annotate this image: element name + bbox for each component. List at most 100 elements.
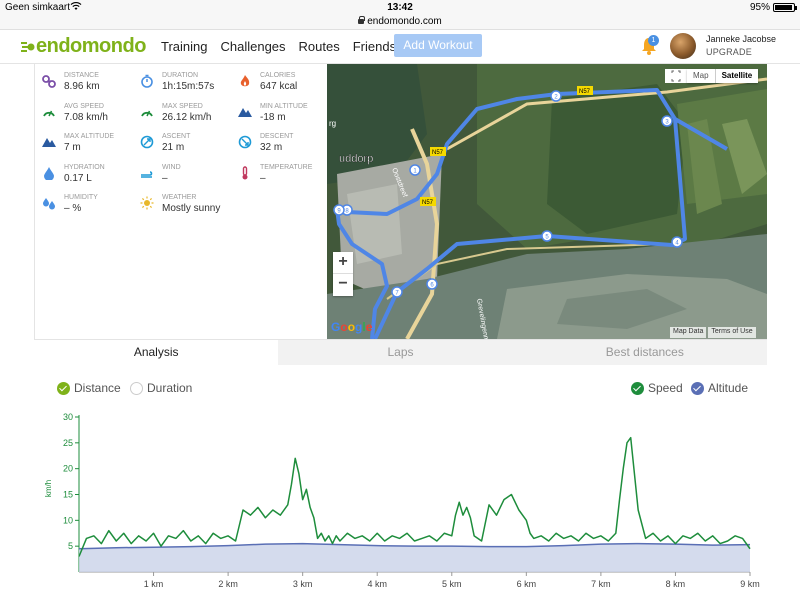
stat-value: 32 m: [260, 142, 283, 153]
url-text: endomondo.com: [367, 16, 442, 27]
url-bar[interactable]: endomondo.com: [0, 16, 800, 27]
stat-value: Mostly sunny: [162, 203, 221, 214]
terms-link[interactable]: Terms of Use: [708, 327, 756, 338]
carrier-label: Geen simkaart: [5, 2, 71, 13]
altitude-toggle-label: Altitude: [708, 381, 749, 395]
stat-duration: DURATION 1h:15m:57s: [133, 71, 231, 99]
stat-value: 26.12 km/h: [162, 111, 212, 123]
stat-descent: DESCENT 32 m: [231, 132, 329, 160]
stat-max-speed: MAX SPEED 26.12 km/h: [133, 102, 231, 130]
svg-text:1: 1: [413, 169, 417, 175]
wifi-icon: [70, 2, 82, 10]
tab-best-distances[interactable]: Best distances: [605, 345, 684, 359]
stat-label: HUMIDITY: [64, 194, 98, 201]
svg-text:5: 5: [545, 235, 549, 241]
logo-mark-icon: [21, 42, 35, 52]
road-label-n57-3: N57: [579, 89, 591, 95]
nav-challenges[interactable]: Challenges: [220, 39, 286, 54]
x-tick-label: 5 km: [442, 579, 462, 589]
map-footer: Map Data Terms of Use: [668, 327, 756, 338]
nav-training[interactable]: Training: [161, 39, 208, 54]
main-nav: Training Challenges Routes Friends: [161, 39, 409, 54]
stat-value: 647 kcal: [260, 81, 298, 92]
svg-text:7: 7: [395, 291, 399, 297]
duration-check-icon: [130, 381, 143, 395]
stat-label: DISTANCE: [64, 72, 99, 79]
user-name[interactable]: Janneke Jacobse: [706, 34, 777, 44]
x-tick-label: 9 km: [740, 579, 760, 589]
site-header: endomondo Training Challenges Routes Fri…: [0, 30, 800, 64]
km-marker-9[interactable]: 9: [333, 204, 345, 216]
map-type-toggle: Map Satellite: [687, 69, 759, 83]
stat-value: 7 m: [64, 142, 81, 153]
google-logo[interactable]: Google: [331, 320, 373, 334]
stat-value: -18 m: [260, 111, 286, 123]
stat-label: AVG SPEED: [64, 102, 104, 110]
x-tick-label: 3 km: [293, 579, 313, 589]
sun-icon: [140, 196, 154, 210]
nav-routes[interactable]: Routes: [298, 39, 340, 54]
stat-value: 7.08 km/h: [64, 111, 108, 123]
wind-icon: [141, 170, 153, 178]
distance-option[interactable]: Distance: [57, 381, 121, 395]
y-axis-label: km/h: [44, 479, 54, 498]
lock-icon: [358, 16, 366, 24]
road-label-n57-2: N57: [422, 200, 434, 206]
x-tick-label: 6 km: [517, 579, 537, 589]
stat-value: 1h:15m:57s: [162, 81, 215, 92]
stat-calories: CALORIES 647 kcal: [231, 71, 329, 99]
svg-text:3: 3: [665, 120, 669, 126]
km-marker-8[interactable]: 8: [341, 204, 353, 216]
endomondo-logo[interactable]: endomondo: [21, 35, 146, 58]
stat-value: 8.96 km: [64, 81, 100, 92]
place-label-ouddorp: uddorp: [339, 153, 373, 165]
y-tick-label: 20: [63, 464, 73, 474]
zoom-out-button[interactable]: −: [338, 275, 348, 292]
nav-friends[interactable]: Friends: [352, 39, 397, 54]
stat-hydration: HYDRATION 0.17 L: [35, 163, 133, 191]
fullscreen-icon: [671, 70, 681, 82]
clock: 13:42: [387, 2, 413, 13]
km-marker-7[interactable]: 7: [391, 286, 403, 298]
descent-icon: [238, 135, 252, 149]
stopwatch-icon: [141, 74, 153, 88]
zoom-in-button[interactable]: +: [333, 252, 353, 274]
tab-laps[interactable]: Laps: [387, 345, 414, 359]
x-tick-label: 4 km: [367, 579, 387, 589]
y-tick-label: 25: [63, 438, 73, 448]
map-type-satellite[interactable]: Satellite: [714, 69, 759, 83]
stat-label: DESCENT: [260, 133, 294, 140]
add-workout-button[interactable]: Add Workout: [394, 34, 482, 57]
map-data-link[interactable]: Map Data: [670, 327, 707, 338]
km-marker-2[interactable]: 2: [550, 90, 562, 102]
svg-text:2: 2: [554, 95, 558, 101]
stat-value: – %: [64, 203, 82, 214]
stat-temperature: TEMPERATURE –: [231, 163, 329, 191]
mountain-icon: [42, 138, 56, 147]
duration-option[interactable]: Duration: [130, 381, 192, 395]
upgrade-link[interactable]: UPGRADE: [706, 47, 752, 57]
altitude-line: [78, 542, 751, 550]
speed-toggle[interactable]: Speed: [631, 381, 683, 395]
speed-altitude-chart[interactable]: 5 10 15 20 25 30 1 km 2 km 3 km 4 km 5 km 6 km 7 km 8…: [34, 405, 767, 600]
stat-ascent: ASCENT 21 m: [133, 132, 231, 160]
user-avatar[interactable]: [670, 33, 696, 59]
thermometer-icon: [242, 165, 248, 179]
stat-distance: DISTANCE 8.96 km: [35, 71, 133, 99]
fullscreen-button[interactable]: [665, 69, 687, 83]
km-marker-6[interactable]: 6: [426, 278, 438, 290]
km-marker-3[interactable]: 3: [661, 115, 673, 127]
tab-analysis[interactable]: Analysis: [34, 340, 279, 365]
altitude-toggle[interactable]: Altitude: [691, 381, 748, 395]
stat-min-altitude: MIN ALTITUDE -18 m: [231, 102, 329, 130]
stat-wind: WIND –: [133, 163, 231, 191]
km-marker-5[interactable]: 5: [541, 230, 553, 242]
map-type-map[interactable]: Map: [693, 71, 709, 80]
y-tick-label: 10: [63, 515, 73, 525]
km-marker-1[interactable]: 1: [409, 164, 421, 176]
stat-max-altitude: MAX ALTITUDE 7 m: [35, 132, 133, 160]
km-marker-4[interactable]: 4: [671, 236, 683, 248]
